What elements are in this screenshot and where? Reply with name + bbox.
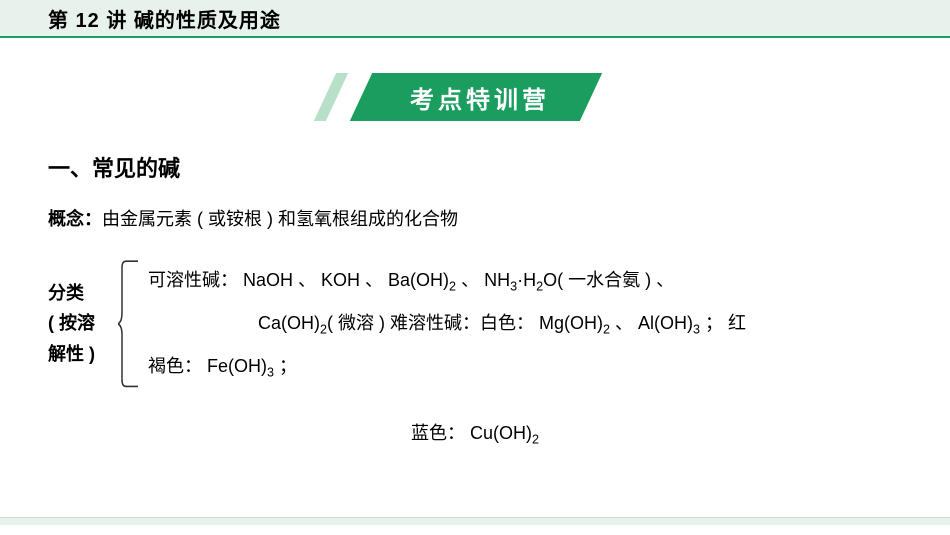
classify-label-line2: ( 按溶 — [48, 313, 95, 333]
section-title: 一、常见的碱 — [48, 151, 902, 183]
lesson-title: 第 12 讲 碱的性质及用途 — [48, 4, 281, 33]
bracket-icon — [118, 259, 140, 389]
concept-label: 概念： — [48, 209, 102, 229]
soluble-line: 可溶性碱： NaOH 、 KOH 、 Ba(OH)2 、 NH3·H2O( 一水… — [148, 259, 746, 302]
concept-line: 概念：由金属元素 ( 或铵根 ) 和氢氧根组成的化合物 — [48, 205, 902, 231]
classify-body: 可溶性碱： NaOH 、 KOH 、 Ba(OH)2 、 NH3·H2O( 一水… — [140, 259, 746, 389]
content-area: 一、常见的碱 概念：由金属元素 ( 或铵根 ) 和氢氧根组成的化合物 分类 ( … — [0, 151, 950, 446]
brown-line: 褐色： Fe(OH)3 ； — [148, 345, 746, 388]
blue-line: 蓝色： Cu(OH)2 — [48, 419, 902, 447]
classify-label-line1: 分类 — [48, 283, 84, 303]
soluble-prefix: 可溶性碱： — [148, 270, 243, 290]
banner: 考点特训营 — [345, 73, 605, 121]
concept-text: 由金属元素 ( 或铵根 ) 和氢氧根组成的化合物 — [102, 209, 458, 229]
lesson-header: 第 12 讲 碱的性质及用途 — [0, 0, 950, 38]
classification-row: 分类 ( 按溶 解性 ) 可溶性碱： NaOH 、 KOH 、 Ba(OH)2 … — [48, 259, 902, 389]
classify-label-line3: 解性 ) — [48, 344, 95, 364]
banner-text: 考点特训营 — [345, 73, 605, 121]
banner-container: 考点特训营 — [0, 73, 950, 121]
footer-divider — [0, 517, 950, 525]
classify-label: 分类 ( 按溶 解性 ) — [48, 278, 118, 370]
ca-line: Ca(OH)2( 微溶 ) 难溶性碱：白色： Mg(OH)2 、 Al(OH)3… — [148, 302, 746, 345]
